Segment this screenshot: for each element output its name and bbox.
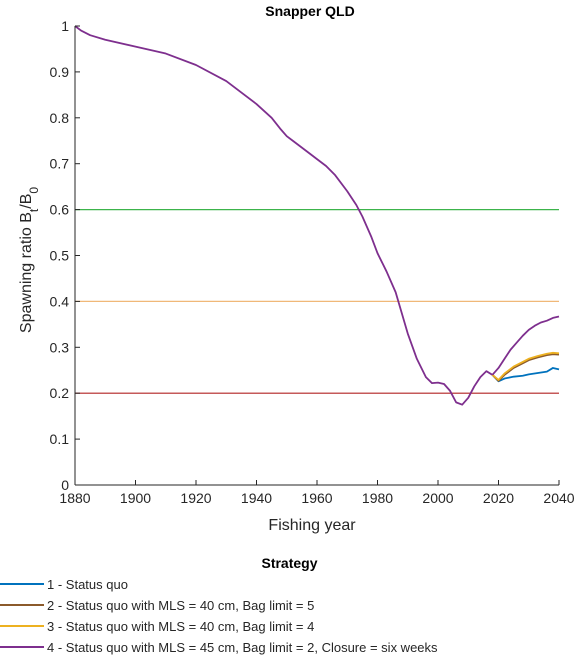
y-tick-label: 0.3 [50, 339, 70, 355]
series-lines [74, 25, 560, 406]
x-tick-label: 2040 [543, 490, 574, 506]
axes [74, 25, 560, 486]
y-axis-label: Spawning ratio Bt/B0 [18, 187, 41, 333]
legend-label: 4 - Status quo with MLS = 45 cm, Bag lim… [47, 639, 438, 655]
y-tick-label: 0.7 [50, 156, 70, 172]
y-tick-label: 0.9 [50, 64, 70, 80]
x-tick-label: 1940 [241, 490, 272, 506]
y-tick-label: 0.6 [50, 202, 70, 218]
legend-swatch [0, 646, 44, 648]
reference-lines [75, 209, 559, 394]
legend-swatch [0, 604, 44, 606]
x-tick-label: 1900 [120, 490, 151, 506]
legend-swatch [0, 583, 44, 585]
y-tick-label: 0.1 [50, 431, 70, 447]
y-tick-label: 0.5 [50, 248, 70, 264]
tick-labels: 1880 1900 1920 1940 1960 1980 2000 2020 2040 0 0.1… [50, 18, 575, 506]
legend-title: Strategy [261, 555, 318, 571]
y-tick-label: 0.4 [50, 293, 70, 309]
legend-item-4: 4 - Status quo with MLS = 45 cm, Bag lim… [0, 638, 438, 656]
legend-swatch [0, 625, 44, 627]
legend-item-2: 2 - Status quo with MLS = 40 cm, Bag lim… [0, 596, 314, 614]
y-tick-label: 0.2 [50, 385, 70, 401]
x-tick-label: 2000 [422, 490, 453, 506]
series-line-3 [491, 351, 560, 381]
y-tick-label: 1 [61, 18, 69, 34]
series-line-historical [74, 25, 493, 406]
series-line-4 [491, 315, 560, 376]
x-tick-label: 1880 [59, 490, 90, 506]
y-tick-label: 0 [61, 477, 69, 493]
x-tick-label: 1920 [180, 490, 211, 506]
x-tick-label: 1960 [301, 490, 332, 506]
legend-item-3: 3 - Status quo with MLS = 40 cm, Bag lim… [0, 617, 314, 635]
legend-label: 1 - Status quo [47, 576, 128, 592]
chart-title: Snapper QLD [265, 3, 354, 19]
x-tick-label: 2020 [483, 490, 514, 506]
legend: Strategy 1 - Status quo 2 - Status quo wi… [0, 550, 579, 668]
y-tick-label: 0.8 [50, 110, 70, 126]
legend-label: 2 - Status quo with MLS = 40 cm, Bag lim… [47, 597, 315, 613]
series-line-1 [491, 367, 560, 383]
x-axis-label: Fishing year [268, 517, 356, 534]
legend-item-1: 1 - Status quo [0, 575, 128, 593]
x-tick-label: 1980 [362, 490, 393, 506]
legend-label: 3 - Status quo with MLS = 40 cm, Bag lim… [47, 618, 315, 634]
line-chart: 1880 1900 1920 1940 1960 1980 2000 2020 2040 0 0.1… [18, 3, 575, 534]
